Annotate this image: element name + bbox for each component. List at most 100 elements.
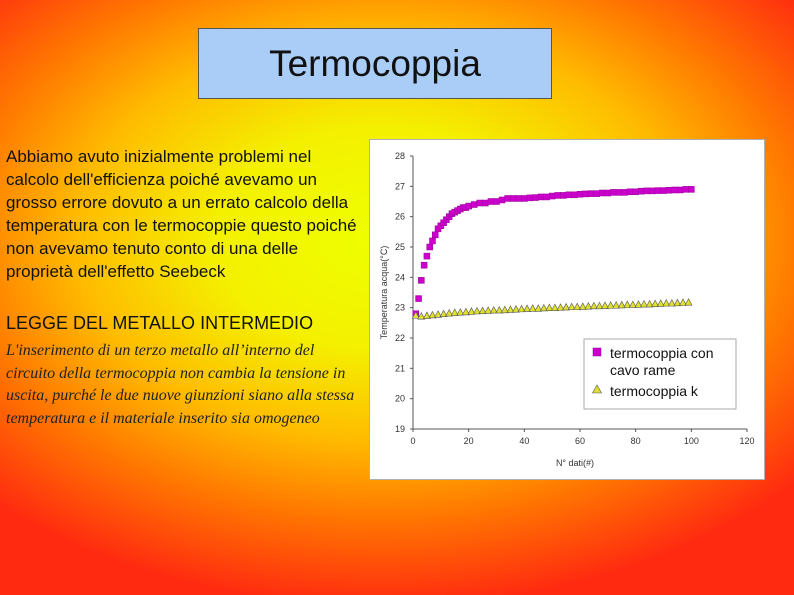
data-point-triangle [623,300,632,308]
data-point-square [476,199,484,207]
x-tick-label: 80 [631,436,641,446]
data-point-triangle [478,306,487,314]
data-point-triangle [606,301,615,309]
x-axis-label: N° dati(#) [556,458,594,468]
data-point-triangle [601,301,610,309]
data-point-square [643,187,651,195]
data-point-square [470,201,478,208]
data-point-square [554,192,561,199]
data-point-triangle [450,308,459,316]
data-point-triangle [651,299,660,308]
y-tick-label: 19 [395,424,405,434]
data-point-triangle [678,298,687,306]
data-point-square [482,199,489,207]
data-point-triangle [562,302,571,311]
x-tick-label: 120 [739,436,754,446]
data-point-triangle [511,305,520,313]
series-2 [411,298,693,320]
data-point-square [521,195,528,202]
data-point-triangle [484,306,493,314]
data-point-square [576,190,584,198]
data-point-square [676,186,684,194]
legend-label-series-1: termocoppia con cavo rame [610,345,714,378]
data-point-triangle [473,306,482,315]
y-tick-label: 28 [395,151,405,161]
data-point-square [649,187,656,195]
data-point-square [509,195,517,202]
y-tick-label: 20 [395,394,405,404]
data-point-triangle [640,299,649,308]
data-point-triangle [428,310,437,319]
data-point-square [498,196,506,204]
data-point-square [426,243,433,251]
data-point-triangle [523,304,532,312]
data-point-square [632,188,639,196]
data-point-square [420,261,428,269]
data-point-triangle [495,305,504,314]
slide-title: Termocoppia [269,42,481,84]
x-tick-label: 0 [410,436,415,446]
x-tick-label: 20 [464,436,474,446]
temperature-chart: 19 20 21 22 23 24 25 26 27 28 0 20 40 60 80 100 120 N° da… [369,139,765,480]
data-point-triangle [456,308,465,316]
data-point-square [565,191,573,199]
y-tick-label: 25 [395,242,405,252]
data-point-triangle [656,299,665,307]
data-point-square [543,193,550,201]
y-tick-label: 21 [395,363,405,373]
data-point-triangle [439,309,448,318]
data-point-triangle [567,302,576,311]
data-point-triangle [684,298,693,306]
data-point-triangle [628,300,637,308]
title-box: Termocoppia [198,28,552,99]
data-point-triangle [584,302,593,310]
data-point-triangle [578,302,587,310]
y-tick-label: 24 [395,272,405,282]
data-point-square [571,191,578,199]
data-point-square [665,187,673,194]
data-point-triangle [411,311,420,319]
data-point-triangle [573,302,582,311]
data-point-square [537,193,545,201]
legend-square-marker [592,347,602,357]
data-point-triangle [417,312,426,320]
law-text: L'inserimento di un terzo metallo all’in… [6,342,355,427]
data-point-square [660,187,667,194]
data-point-triangle [662,298,671,307]
x-tick-label: 100 [684,436,699,446]
data-point-triangle [506,305,515,313]
data-point-square [688,186,695,193]
data-point-square [418,277,425,284]
data-point-triangle [634,300,643,308]
data-point-triangle [612,301,621,309]
data-point-triangle [489,305,498,314]
chart-svg: 19 20 21 22 23 24 25 26 27 28 0 20 40 60 80 100 120 N° da… [379,151,755,468]
data-point-square [526,194,534,202]
data-point-square [423,252,431,260]
data-point-square [615,189,623,196]
legend-label-series-2: termocoppia k [610,383,699,399]
data-point-square [532,194,539,201]
data-point-triangle [617,300,626,309]
data-point-triangle [434,310,443,318]
data-point-triangle [467,307,476,315]
data-point-square [654,187,662,194]
y-axis-label: Temperatura acqua(°C) [379,246,389,340]
legend-box [583,338,737,410]
data-point-triangle [534,304,543,312]
data-point-square [515,195,523,202]
data-point-square [671,186,678,194]
data-point-triangle [545,303,554,311]
data-point-triangle [595,301,604,310]
series-1 [412,186,695,317]
data-point-square [637,187,645,195]
data-point-triangle [645,299,654,308]
data-point-square [504,195,511,202]
data-point-square [429,237,436,245]
intro-paragraph: Abbiamo avuto inizialmente problemi nel … [6,147,357,281]
data-point-square [560,192,567,199]
data-point-square [465,202,472,210]
data-point-triangle [673,298,682,307]
data-point-square [626,188,634,196]
chart-legend: termocoppia con cavo rame termocoppia k [583,338,737,410]
